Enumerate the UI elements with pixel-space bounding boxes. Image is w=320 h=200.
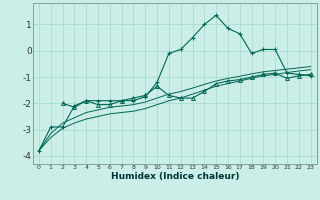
- X-axis label: Humidex (Indice chaleur): Humidex (Indice chaleur): [110, 172, 239, 181]
